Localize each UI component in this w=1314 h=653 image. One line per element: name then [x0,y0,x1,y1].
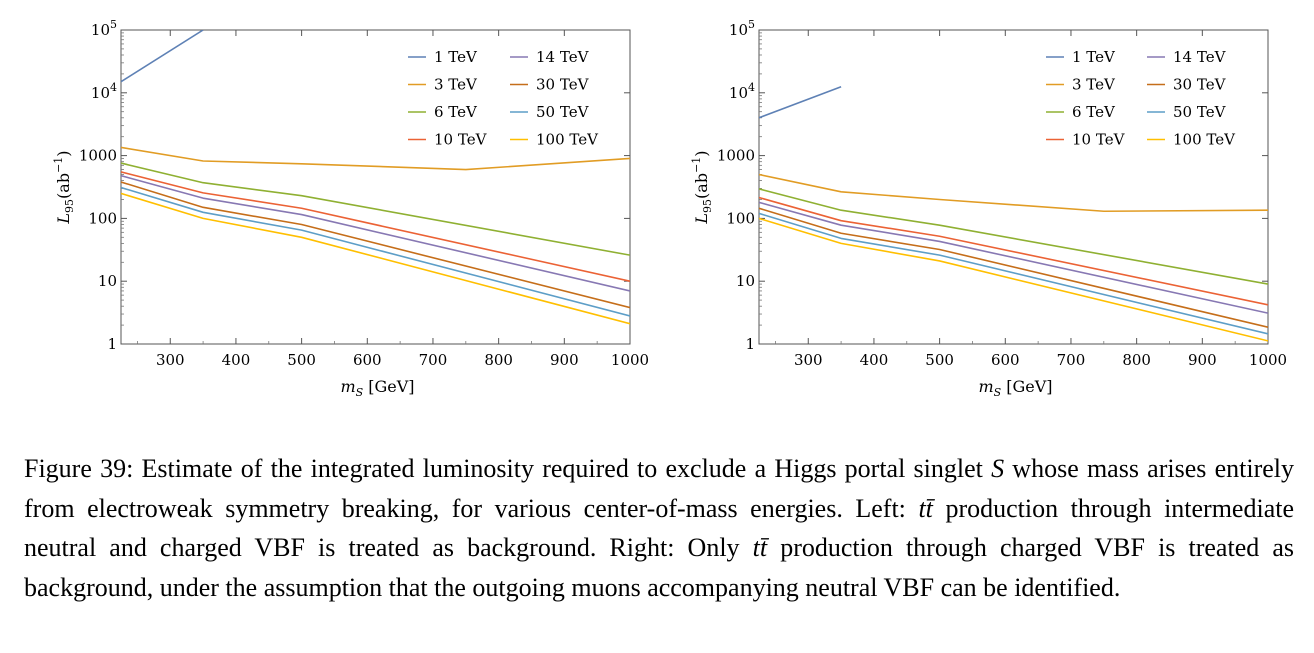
x-tick-label: 300 [156,351,185,369]
caption-symbol-s: S [991,454,1005,483]
series-line-30-tev [759,207,1268,328]
x-axis-label: mS [GeV] [340,377,414,399]
plot-frame [120,29,631,345]
series-line-10-tev [759,196,1268,306]
x-tick-label: 800 [484,351,513,369]
series-line-3-tev [121,146,630,171]
caption-ttbar-2: tt̄ [752,533,768,562]
series-line-10-tev [121,171,630,282]
y-tick-label: 100 [88,209,117,227]
x-tick-label: 400 [860,351,889,369]
legend-label: 30 TeV [536,76,590,94]
y-tick-label: 105 [729,18,755,39]
y-tick-label: 104 [729,81,755,102]
y-tick-label: 1 [107,335,117,353]
series-line-30-tev [121,181,630,309]
x-tick-label: 600 [353,351,382,369]
y-tick-label: 1000 [717,147,755,165]
x-tick-label: 900 [550,351,579,369]
x-tick-label: 300 [794,351,823,369]
series-line-100-tev [759,217,1268,342]
y-tick-label: 1 [745,335,755,353]
legend-label: 6 TeV [434,103,478,121]
y-tick-label: 104 [91,81,117,102]
x-tick-label: 700 [419,351,448,369]
legend-label: 100 TeV [1173,131,1236,149]
figure-caption: Figure 39: Estimate of the integrated lu… [24,449,1294,607]
legend-label: 3 TeV [1072,76,1116,94]
legend-label: 10 TeV [434,131,488,149]
series-line-1-tev [121,30,204,83]
legend-label: 30 TeV [1173,76,1227,94]
chart-panel-left: 300 400 500 600 700 800 900 1000 1 10 100 1000 104 10… [52,18,649,399]
x-tick-label: 800 [1122,351,1151,369]
x-tick-label: 900 [1188,351,1217,369]
figure: 300 400 500 600 700 800 900 1000 1 10 100 1000 104 10… [52,18,1287,399]
y-axis-label: L95(ab−1) [52,150,76,224]
legend: 1 TeV 3 TeV 6 TeV 10 TeV 14 TeV 30 TeV 50 TeV 1… [408,48,599,149]
legend-label: 1 TeV [1072,48,1116,66]
series-line-6-tev [759,188,1268,285]
y-axis-label: L95(ab−1) [690,150,714,224]
legend-label: 50 TeV [1173,103,1227,121]
y-tick-label: 10 [98,272,117,290]
series-line-50-tev [121,186,630,317]
x-tick-label: 500 [287,351,316,369]
caption-text-2: whose mass arises entirely from electrow… [24,454,1294,523]
x-tick-label: 700 [1057,351,1086,369]
legend: 1 TeV 3 TeV 6 TeV 10 TeV 14 TeV 30 TeV 50 TeV 1… [1046,48,1236,149]
series-line-1-tev [759,85,842,119]
series-line-14-tev [759,201,1268,314]
x-tick-label: 1000 [611,351,649,369]
x-tick-label: 400 [222,351,251,369]
legend-label: 3 TeV [434,76,478,94]
x-axis-label: mS [GeV] [978,377,1052,399]
caption-text-3: production through intermediate neutral … [24,493,1294,563]
legend-label: 14 TeV [1173,48,1227,66]
legend-label: 10 TeV [1072,131,1126,149]
y-tick-label: 105 [91,18,117,39]
series-line-50-tev [759,212,1268,335]
series-line-6-tev [121,162,630,256]
legend-label: 1 TeV [434,48,478,66]
x-tick-label: 600 [991,351,1020,369]
plot-frame [758,29,1269,345]
caption-text-1: Figure 39: Estimate of the integrated lu… [24,454,992,483]
series-line-100-tev [121,192,630,325]
caption-text-4: production through charged VBF is treate… [24,533,1294,602]
series-group [121,30,630,325]
series-group [759,85,1268,342]
x-tick-label: 500 [925,351,954,369]
y-tick-label: 1000 [79,147,117,165]
y-tick-label: 100 [726,209,755,227]
legend-label: 50 TeV [536,103,590,121]
chart-panel-right: 300 400 500 600 700 800 900 1000 1 10 100 1000 104 10… [690,18,1287,399]
y-tick-label: 10 [736,272,755,290]
legend-label: 14 TeV [536,48,590,66]
x-tick-label: 1000 [1249,351,1287,369]
caption-ttbar-1: tt̄ [918,493,933,523]
legend-label: 6 TeV [1072,103,1116,121]
legend-label: 100 TeV [536,131,599,149]
series-line-14-tev [121,174,630,292]
series-line-3-tev [759,173,1268,213]
